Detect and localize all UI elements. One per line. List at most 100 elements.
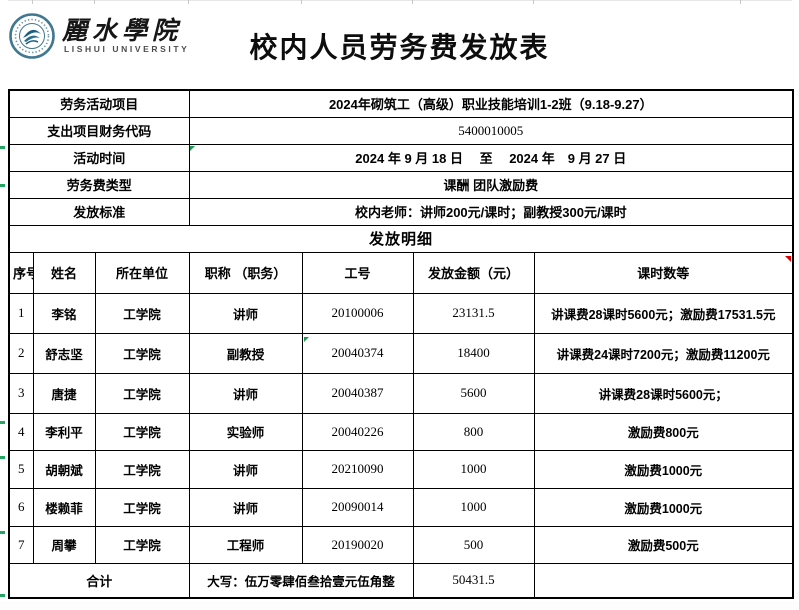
cell-hours: 讲课费28课时5600元；: [533, 372, 794, 414]
row-edge-mark: [0, 456, 5, 459]
row-edge-mark: [0, 594, 5, 597]
cell-hours: 讲课费24课时7200元；激励费11200元: [533, 332, 794, 374]
info-row-project: 劳务活动项目 2024年砌筑工（高级）职业技能培训1-2班（9.18-9.27）: [8, 89, 794, 118]
info-label-finance-code: 支出项目财务代码: [8, 116, 190, 145]
info-value-fee-type: 课酬 团队激励费: [188, 170, 794, 199]
section-title-row: 发放明细: [8, 224, 794, 253]
info-row-activity-time: 活动时间 2024 年 9 月 18 日 至 2024 年 9 月 27 日: [8, 143, 794, 172]
cell-unit: 工学院: [94, 487, 190, 527]
top-grid-tick: [32, 0, 33, 4]
page-title: 校内人员劳务费发放表: [249, 32, 550, 63]
cell-id: 20040226: [301, 412, 414, 451]
cell-title: 讲师: [188, 372, 303, 414]
info-value-finance-code: 5400010005: [188, 116, 794, 145]
cell-name: 李利平: [32, 412, 96, 451]
cell-amount: 800: [412, 412, 535, 451]
cell-index: 6: [8, 487, 34, 527]
table-row: 7 周攀 工学院 工程师 20190020 500 激励费500元: [8, 525, 794, 564]
cell-index: 4: [8, 412, 34, 451]
total-row: 合计 大写：伍万零肆佰叁拾壹元伍角整 50431.5: [8, 562, 794, 599]
table-header-row: 序号 姓名 所在单位 职称 （职务） 工号 发放金额（元） 课时数等: [8, 251, 794, 294]
cell-id: 20040387: [301, 372, 414, 414]
row-edge-mark: [0, 421, 5, 424]
info-row-fee-type: 劳务费类型 课酬 团队激励费: [8, 170, 794, 199]
cell-amount: 23131.5: [412, 292, 535, 334]
comment-indicator-green: [190, 146, 195, 151]
row-edge-mark: [0, 184, 5, 187]
top-grid-tick: [301, 0, 302, 4]
cell-index: 2: [8, 332, 34, 374]
cell-index: 7: [8, 525, 34, 564]
top-grid-tick: [412, 0, 413, 4]
cell-hours: 讲课费28课时5600元；激励费17531.5元: [533, 292, 794, 334]
top-grid-tick: [533, 0, 534, 4]
cell-unit: 工学院: [94, 332, 190, 374]
cell-unit: 工学院: [94, 372, 190, 414]
cell-title: 讲师: [188, 449, 303, 489]
info-value-standard: 校内老师：讲师200元/课时；副教授300元/课时: [188, 197, 794, 226]
col-header-amount: 发放金额（元）: [412, 251, 535, 294]
cell-hours: 激励费1000元: [533, 487, 794, 527]
brand-name-cn: 麗水學院: [62, 16, 183, 45]
col-header-name: 姓名: [32, 251, 96, 294]
cell-title: 工程师: [188, 525, 303, 564]
cell-title: 副教授: [188, 332, 303, 374]
cell-unit: 工学院: [94, 449, 190, 489]
cell-index: 5: [8, 449, 34, 489]
total-amount: 50431.5: [412, 562, 535, 599]
col-header-unit: 所在单位: [94, 251, 190, 294]
top-grid-tick: [740, 0, 741, 4]
cell-name: 胡朝斌: [32, 449, 96, 489]
cell-unit: 工学院: [94, 412, 190, 451]
info-row-standard: 发放标准 校内老师：讲师200元/课时；副教授300元/课时: [8, 197, 794, 226]
cell-amount: 500: [412, 525, 535, 564]
table-row: 2 舒志坚 工学院 副教授 20040374 18400 讲课费24课时7200…: [8, 332, 794, 374]
col-header-title: 职称 （职务）: [188, 251, 303, 294]
cell-hours: 激励费1000元: [533, 449, 794, 489]
info-label-fee-type: 劳务费类型: [8, 170, 190, 199]
university-logo-icon: [9, 13, 55, 59]
cell-name: 唐捷: [32, 372, 96, 414]
cell-id: 20190020: [301, 525, 414, 564]
table-row: 4 李利平 工学院 实验师 20040226 800 激励费800元: [8, 412, 794, 451]
cell-amount: 18400: [412, 332, 535, 374]
cell-amount: 1000: [412, 487, 535, 527]
cell-index: 3: [8, 372, 34, 414]
comment-indicator-red: [785, 256, 791, 262]
info-row-finance-code: 支出项目财务代码 5400010005: [8, 116, 794, 145]
info-value-project: 2024年砌筑工（高级）职业技能培训1-2班（9.18-9.27）: [188, 89, 794, 118]
info-label-standard: 发放标准: [8, 197, 190, 226]
cell-hours: 激励费800元: [533, 412, 794, 451]
cell-unit: 工学院: [94, 525, 190, 564]
cell-amount: 5600: [412, 372, 535, 414]
cell-name: 楼赖菲: [32, 487, 96, 527]
cell-amount: 1000: [412, 449, 535, 489]
table-row: 5 胡朝斌 工学院 讲师 20210090 1000 激励费1000元: [8, 449, 794, 489]
cell-name: 李铭: [32, 292, 96, 334]
table-row: 1 李铭 工学院 讲师 20100006 23131.5 讲课费28课时5600…: [8, 292, 794, 334]
col-header-id: 工号: [301, 251, 414, 294]
comment-indicator-green: [304, 337, 309, 342]
top-grid-hairline: [8, 0, 792, 1]
cell-index: 1: [8, 292, 34, 334]
bottom-empty-row: [0, 601, 799, 610]
cell-id: 20040374: [301, 332, 414, 374]
cell-title: 讲师: [188, 487, 303, 527]
cell-id: 20210090: [301, 449, 414, 489]
labor-fee-form: 劳务活动项目 2024年砌筑工（高级）职业技能培训1-2班（9.18-9.27）…: [8, 89, 795, 599]
row-edge-mark: [0, 531, 5, 534]
cell-id: 20100006: [301, 292, 414, 334]
col-header-index: 序号: [8, 251, 34, 294]
top-grid-tick: [188, 0, 189, 4]
cell-id: 20090014: [301, 487, 414, 527]
col-header-hours: 课时数等: [533, 251, 794, 294]
cell-name: 周攀: [32, 525, 96, 564]
cell-name: 舒志坚: [32, 332, 96, 374]
row-edge-mark: [0, 146, 5, 149]
total-label: 合计: [8, 562, 190, 599]
brand-name-en: LISHUI UNIVERSITY: [64, 44, 190, 54]
total-amount-in-words: 大写：伍万零肆佰叁拾壹元伍角整: [188, 562, 414, 599]
table-row: 3 唐捷 工学院 讲师 20040387 5600 讲课费28课时5600元；: [8, 372, 794, 414]
cell-hours: 激励费500元: [533, 525, 794, 564]
top-grid-tick: [94, 0, 95, 4]
